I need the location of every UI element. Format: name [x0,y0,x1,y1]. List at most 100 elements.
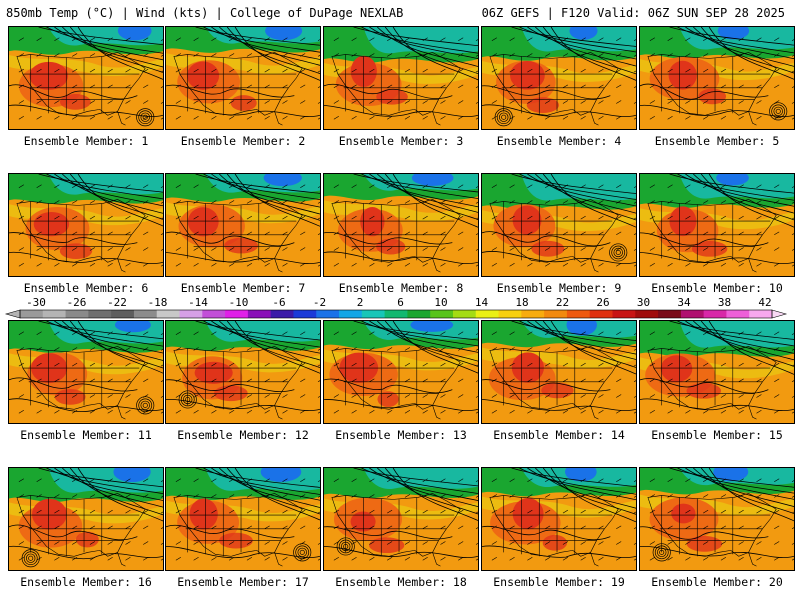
colorbar-tick-label: 14 [474,296,489,309]
colorbar-tick-label: -18 [147,296,168,309]
colorbar-tick-label: 30 [636,296,651,309]
colorbar-tick-label: 2 [356,296,364,309]
ensemble-member-label: Ensemble Member: 19 [493,575,625,589]
ensemble-member-label: Ensemble Member: 13 [335,428,467,442]
colorbar-swatch [452,310,477,318]
colorbar-swatch [247,310,272,318]
colorbar-swatch [566,310,591,318]
low-pressure-center-icon [293,543,312,562]
colorbar-tick-label: 18 [515,296,529,309]
colorbar-swatch [270,310,294,318]
ensemble-member-label: Ensemble Member: 1 [23,134,149,148]
ensemble-member-map [8,467,164,571]
colorbar-swatch [202,310,226,318]
colorbar-swatch [88,310,112,318]
colorbar-swatch [680,310,705,318]
ensemble-member-label: Ensemble Member: 14 [493,428,625,442]
ensemble-member-map [165,26,321,130]
ensemble-member-map [8,320,164,424]
ensemble-member-label: Ensemble Member: 2 [180,134,306,148]
ensemble-member-map [8,173,164,277]
colorbar-tick-label: -10 [228,296,249,309]
colorbar-swatch [430,310,454,318]
low-pressure-center-icon [336,537,355,556]
colorbar-swatch [179,310,203,318]
colorbar-tick-label: -2 [312,296,327,309]
colorbar-tick-label: -26 [66,296,87,309]
colorbar-swatch [225,310,249,318]
colorbar-tick-label: -30 [26,296,46,309]
ensemble-member-label: Ensemble Member: 3 [338,134,464,148]
colorbar-swatch [156,310,181,318]
model-valid-time: 06Z GEFS | F120 Valid: 06Z SUN SEP 28 20… [481,6,785,20]
colorbar-swatch [726,310,750,318]
colorbar-tick-label: 22 [555,296,570,309]
low-pressure-center-icon [609,243,628,262]
ensemble-member-map [323,467,479,571]
ensemble-member-map [165,320,321,424]
ensemble-member-map [165,173,321,277]
colorbar-swatch [635,310,659,318]
ensemble-member-map [323,173,479,277]
ensemble-member-map [639,26,795,130]
ensemble-member-label: Ensemble Member: 17 [177,575,309,589]
ensemble-member-map [8,26,164,130]
ensemble-member-label: Ensemble Member: 18 [335,575,467,589]
ensemble-member-map [323,26,479,130]
ensemble-member-map [165,467,321,571]
colorbar-swatch [475,310,500,318]
colorbar-swatch [544,310,568,318]
colorbar-swatch [407,310,431,318]
colorbar-swatch [589,310,613,318]
colorbar-swatch [361,310,386,318]
ensemble-member-label: Ensemble Member: 9 [496,281,622,295]
colorbar-swatch [133,310,158,318]
colorbar-swatch [293,310,317,318]
ensemble-member-map [639,173,795,277]
colorbar-swatch [20,310,44,318]
map-title: 850mb Temp (°C) | Wind (kts) | College o… [6,6,404,20]
colorbar-swatch [339,310,363,318]
colorbar-swatch [703,310,727,318]
ensemble-member-label: Ensemble Member: 15 [651,428,783,442]
low-pressure-center-icon [178,390,197,409]
low-pressure-center-icon [769,102,788,121]
colorbar-swatch [316,310,340,318]
ensemble-member-map [481,26,637,130]
colorbar-tick-label: 10 [434,296,448,309]
colorbar-tick-label: -22 [107,296,127,309]
low-pressure-center-icon [494,108,513,127]
colorbar-swatch [612,310,636,318]
ensemble-member-label: Ensemble Member: 6 [23,281,149,295]
colorbar-tick-label: 42 [758,296,772,309]
colorbar-tick-label: 34 [677,296,691,309]
ensemble-member-label: Ensemble Member: 8 [338,281,464,295]
ensemble-member-label: Ensemble Member: 16 [20,575,152,589]
ensemble-member-map [481,467,637,571]
colorbar-tick-label: 6 [397,296,404,309]
ensemble-member-map [323,320,479,424]
low-pressure-center-icon [136,108,155,127]
colorbar-swatch [749,310,773,318]
ensemble-member-map [481,173,637,277]
temperature-colorbar [4,309,788,319]
ensemble-member-label: Ensemble Member: 5 [654,134,780,148]
ensemble-member-label: Ensemble Member: 7 [180,281,306,295]
colorbar-swatch [658,310,682,318]
ensemble-member-map [639,467,795,571]
ensemble-member-map [639,320,795,424]
colorbar-tick-label: 38 [717,296,732,309]
low-pressure-center-icon [652,543,671,562]
colorbar-tick-label: -14 [188,296,208,309]
colorbar-swatch [384,310,408,318]
ensemble-member-label: Ensemble Member: 12 [177,428,309,442]
colorbar-swatch [111,310,135,318]
colorbar-tick-label: 26 [596,296,610,309]
colorbar-swatch [65,310,89,318]
ensemble-member-label: Ensemble Member: 10 [651,281,783,295]
colorbar-swatch [498,310,522,318]
colorbar-swatch [42,310,67,318]
ensemble-member-label: Ensemble Member: 20 [651,575,783,589]
ensemble-member-label: Ensemble Member: 4 [496,134,622,148]
